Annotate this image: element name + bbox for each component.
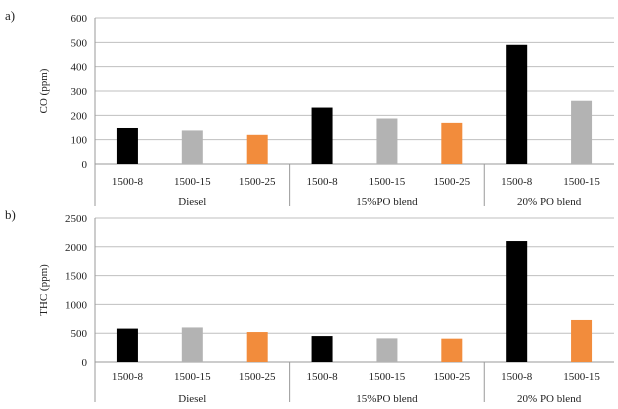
panel-a-ytick-label: 300 <box>71 86 88 98</box>
panel-b-group-label: 15%PO blend <box>356 393 418 405</box>
panel-a-ytick-label: 0 <box>82 159 88 171</box>
panel-a-category-label: 1500-8 <box>306 176 338 188</box>
panel-a-group-label: 20% PO blend <box>517 196 582 208</box>
panel-b-category-label: 1500-8 <box>306 371 338 383</box>
panel-b-category-label: 1500-25 <box>239 371 276 383</box>
panel-b-bar <box>441 338 463 362</box>
panel-b-ytick-label: 1000 <box>65 299 88 311</box>
panel-a-bar <box>441 122 463 164</box>
panel-b-group-label: 20% PO blend <box>517 393 582 405</box>
panel-a-bar <box>181 130 203 164</box>
panel-a-bar <box>246 134 268 164</box>
panel-a-bar <box>311 107 333 164</box>
panel-a-category-label: 1500-15 <box>563 176 600 188</box>
panel-a-ytick-label: 500 <box>71 37 88 49</box>
panel-b-category-label: 1500-15 <box>369 371 406 383</box>
panel-b-bar <box>376 338 398 362</box>
panel-a-category-label: 1500-25 <box>239 176 276 188</box>
panel-b-label: b) <box>5 207 16 222</box>
panel-a-ytick-label: 600 <box>71 13 88 25</box>
panel-b-category-label: 1500-25 <box>433 371 470 383</box>
panel-a-bar <box>506 44 528 165</box>
panel-a-group-label: Diesel <box>178 196 206 208</box>
panel-a-category-label: 1500-25 <box>433 176 470 188</box>
panel-b-category-label: 1500-15 <box>563 371 600 383</box>
panel-b-category-label: 1500-8 <box>501 371 533 383</box>
panel-b-ytick-label: 1500 <box>65 271 88 283</box>
panel-a-ytick-label: 100 <box>71 135 88 147</box>
panel-b-bar <box>571 319 593 362</box>
panel-a-bar <box>116 127 138 164</box>
panel-b-y-axis-title: THC (ppm) <box>38 264 50 316</box>
panel-a-label: a) <box>5 8 15 23</box>
panel-a-bar <box>376 118 398 164</box>
panel-a-bar <box>571 100 593 164</box>
panel-b-ytick-label: 2000 <box>65 242 88 254</box>
panel-a-category-label: 1500-15 <box>369 176 406 188</box>
panel-b-group-label: Diesel <box>178 393 206 405</box>
panel-a-group-label: 15%PO blend <box>356 196 418 208</box>
panel-b-bar <box>506 241 528 362</box>
panel-a-category-label: 1500-15 <box>174 176 211 188</box>
panel-a-category-label: 1500-8 <box>501 176 533 188</box>
panel-b-bar <box>181 327 203 362</box>
panel-a-ytick-label: 200 <box>71 110 88 122</box>
panel-b-ytick-label: 2500 <box>65 213 88 225</box>
panel-b-bar <box>311 336 333 362</box>
panel-b-bar <box>116 328 138 362</box>
panel-b-category-label: 1500-15 <box>174 371 211 383</box>
panel-b-ytick-label: 0 <box>82 357 88 369</box>
panel-a-ytick-label: 400 <box>71 62 88 74</box>
panel-a-y-axis-title: CO (ppm) <box>38 68 50 113</box>
panel-b-ytick-label: 500 <box>71 328 88 340</box>
panel-a-category-label: 1500-8 <box>112 176 144 188</box>
panel-b-bar <box>246 332 268 362</box>
panel-b-category-label: 1500-8 <box>112 371 144 383</box>
